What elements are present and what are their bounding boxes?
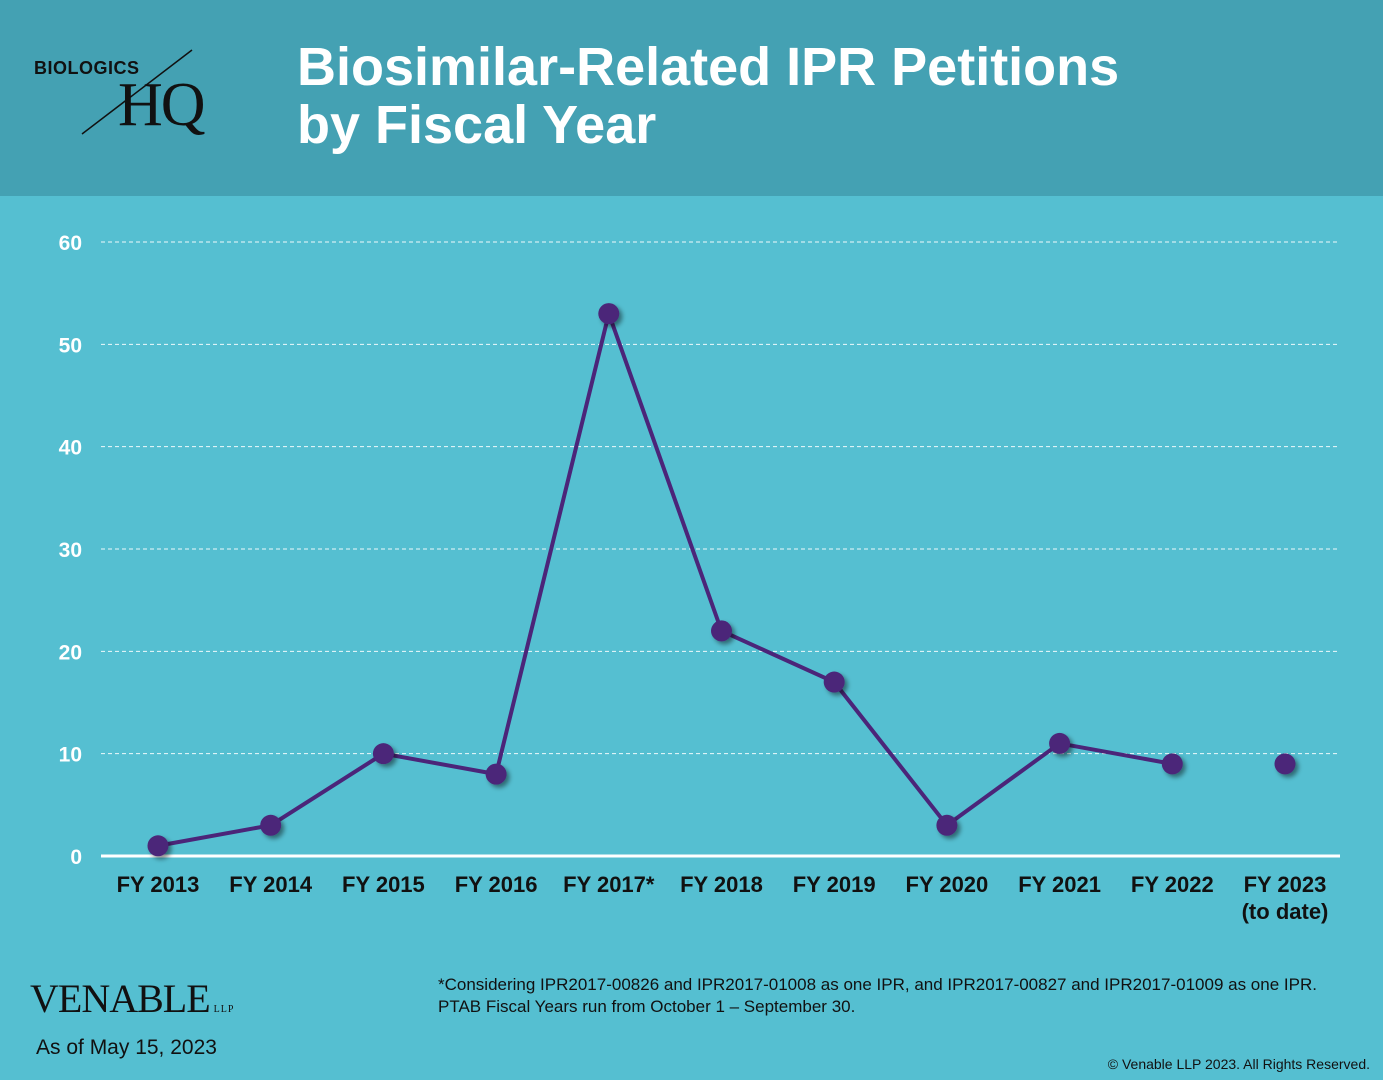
x-category-label: FY 2015 bbox=[342, 872, 425, 897]
data-point bbox=[711, 620, 732, 642]
chart-title-line1: Biosimilar-Related IPR Petitions bbox=[297, 37, 1120, 97]
gridlines bbox=[101, 241, 1340, 858]
as-of-date: As of May 15, 2023 bbox=[36, 1036, 217, 1059]
y-tick-label: 50 bbox=[59, 334, 82, 357]
x-category-label: FY 2021 bbox=[1018, 872, 1101, 897]
x-category-label: FY 2023 bbox=[1244, 872, 1327, 897]
venable-logo-text: VENABLE bbox=[30, 976, 211, 1021]
copyright-notice: © Venable LLP 2023. All Rights Reserved. bbox=[1107, 1056, 1370, 1072]
chart-title: Biosimilar-Related IPR Petitions by Fisc… bbox=[297, 38, 1119, 154]
venable-logo: VENABLE LLP bbox=[30, 975, 234, 1022]
logo-biologics-text: BIOLOGICS bbox=[34, 58, 140, 78]
biologics-hq-logo: BIOLOGICS HQ bbox=[30, 40, 250, 160]
logo-hq-text: HQ bbox=[118, 71, 206, 139]
x-axis-category-labels: FY 2013 FY 2014 FY 2015 FY 2016 FY 2017* FY 2… bbox=[117, 872, 1329, 924]
footnote-line1: *Considering IPR2017-00826 and IPR2017-0… bbox=[438, 975, 1317, 994]
x-category-label: FY 2017* bbox=[563, 872, 655, 897]
data-point bbox=[372, 743, 394, 765]
y-tick-label: 20 bbox=[59, 641, 82, 664]
x-category-label: FY 2016 bbox=[455, 872, 538, 897]
data-point bbox=[1049, 732, 1071, 754]
y-tick-label: 10 bbox=[59, 744, 82, 767]
y-tick-label: 30 bbox=[59, 539, 82, 562]
y-tick-label: 0 bbox=[70, 846, 82, 869]
y-axis-tick-labels: 0 10 20 30 40 50 60 bbox=[59, 232, 82, 869]
x-category-label: (to date) bbox=[1242, 899, 1329, 924]
data-point bbox=[485, 763, 507, 785]
data-point bbox=[1274, 753, 1296, 775]
x-category-label: FY 2018 bbox=[680, 872, 763, 897]
data-point bbox=[1161, 753, 1183, 775]
x-category-label: FY 2014 bbox=[229, 872, 313, 897]
header-banner: BIOLOGICS HQ Biosimilar-Related IPR Peti… bbox=[0, 0, 1383, 196]
data-point bbox=[147, 835, 169, 857]
x-category-label: FY 2019 bbox=[793, 872, 876, 897]
chart-title-line2: by Fiscal Year bbox=[297, 95, 657, 155]
series-points bbox=[147, 303, 1296, 857]
footnote-line2: PTAB Fiscal Years run from October 1 – S… bbox=[438, 997, 856, 1016]
x-category-label: FY 2013 bbox=[117, 872, 200, 897]
data-point bbox=[936, 814, 958, 836]
data-point bbox=[598, 303, 620, 325]
series-polyline bbox=[157, 311, 1173, 848]
data-point bbox=[823, 671, 845, 693]
data-point bbox=[260, 814, 282, 836]
footnote: *Considering IPR2017-00826 and IPR2017-0… bbox=[438, 974, 1317, 1018]
y-tick-label: 60 bbox=[59, 232, 82, 255]
logo-slash-icon bbox=[81, 49, 193, 135]
x-category-label: FY 2020 bbox=[906, 872, 989, 897]
x-category-label: FY 2022 bbox=[1131, 872, 1214, 897]
venable-logo-suffix: LLP bbox=[213, 1004, 235, 1015]
series-line bbox=[157, 311, 1173, 848]
y-tick-label: 40 bbox=[59, 437, 82, 460]
